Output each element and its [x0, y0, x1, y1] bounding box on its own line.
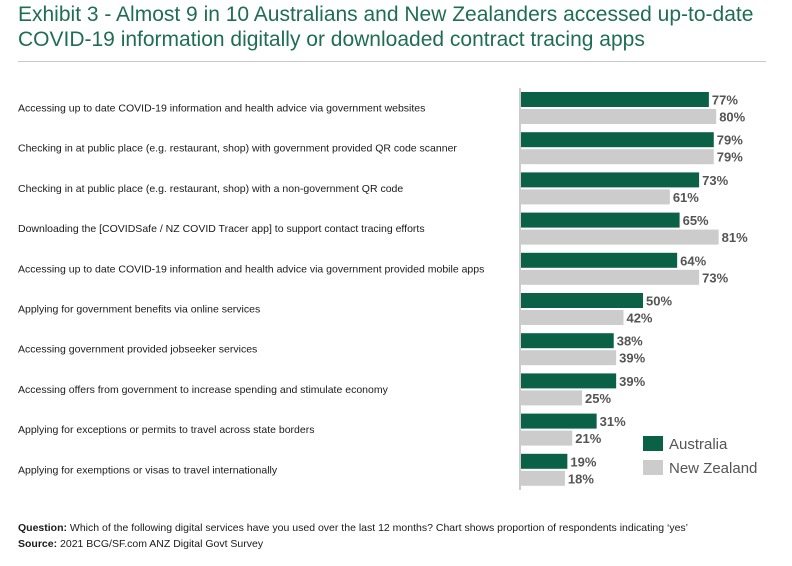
australia-bar [521, 212, 680, 228]
data-label: 42% [626, 311, 652, 326]
data-label: 73% [702, 270, 728, 285]
chart-footer: Question: Which of the following digital… [18, 520, 778, 552]
legend-swatch-australia [643, 436, 663, 451]
legend-label: New Zealand [669, 460, 757, 477]
new-zealand-bar [521, 109, 717, 124]
data-label: 73% [702, 173, 728, 188]
data-label: 21% [575, 431, 601, 446]
australia-bar [521, 252, 678, 268]
australia-bar [521, 373, 617, 389]
new-zealand-bar [521, 229, 719, 245]
question-text: Which of the following digital services … [67, 522, 689, 534]
source-note: Source: 2021 BCG/SF.com ANZ Digital Govt… [18, 536, 778, 552]
data-label: 80% [719, 110, 745, 125]
data-label: 81% [722, 230, 748, 245]
bar-chart: Accessing up to date COVID-19 informatio… [18, 88, 757, 490]
new-zealand-bar [521, 149, 714, 165]
data-label: 38% [617, 334, 643, 349]
data-label: 39% [619, 374, 645, 389]
australia-bar [521, 92, 709, 107]
category-label: Checking in at public place (e.g. restau… [18, 143, 457, 155]
data-label: 77% [712, 93, 738, 108]
data-label: 50% [646, 294, 672, 309]
australia-bar [521, 132, 714, 148]
data-label: 31% [600, 414, 626, 429]
australia-bar [521, 293, 643, 308]
data-label: 25% [585, 391, 611, 406]
new-zealand-bar [521, 470, 565, 486]
data-label: 65% [683, 213, 709, 228]
data-label: 18% [568, 471, 594, 486]
category-label: Applying for exemptions or visas to trav… [18, 464, 278, 476]
category-label: Accessing government provided jobseeker … [18, 344, 257, 356]
australia-bar [521, 413, 597, 429]
question-note: Question: Which of the following digital… [18, 520, 778, 536]
legend-label: Australia [669, 436, 728, 453]
source-label: Source: [18, 538, 58, 550]
australia-bar [521, 172, 700, 188]
data-label: 39% [619, 351, 645, 366]
source-text: 2021 BCG/SF.com ANZ Digital Govt Survey [57, 538, 264, 550]
new-zealand-bar [521, 390, 582, 406]
data-label: 61% [673, 190, 699, 205]
legend-swatch-new-zealand [643, 460, 663, 475]
category-label: Applying for government benefits via onl… [18, 304, 260, 316]
category-label: Downloading the [COVIDSafe / NZ COVID Tr… [18, 223, 425, 235]
new-zealand-bar [521, 189, 670, 205]
title-divider [18, 61, 766, 62]
data-label: 79% [717, 150, 743, 165]
category-label: Checking in at public place (e.g. restau… [18, 183, 403, 195]
chart-title: Exhibit 3 - Almost 9 in 10 Australians a… [18, 3, 754, 51]
category-label: Accessing offers from government to incr… [18, 384, 389, 396]
data-label: 79% [717, 133, 743, 148]
data-label: 19% [570, 454, 596, 469]
australia-bar [521, 333, 614, 349]
new-zealand-bar [521, 350, 617, 366]
new-zealand-bar [521, 269, 700, 285]
new-zealand-bar [521, 430, 573, 446]
category-label: Accessing up to date COVID-19 informatio… [18, 263, 484, 275]
question-label: Question: [18, 522, 67, 534]
category-label: Applying for exceptions or permits to tr… [18, 424, 314, 436]
category-label: Accessing up to date COVID-19 informatio… [18, 103, 425, 115]
australia-bar [521, 453, 568, 469]
data-label: 64% [680, 253, 706, 268]
new-zealand-bar [521, 310, 624, 325]
